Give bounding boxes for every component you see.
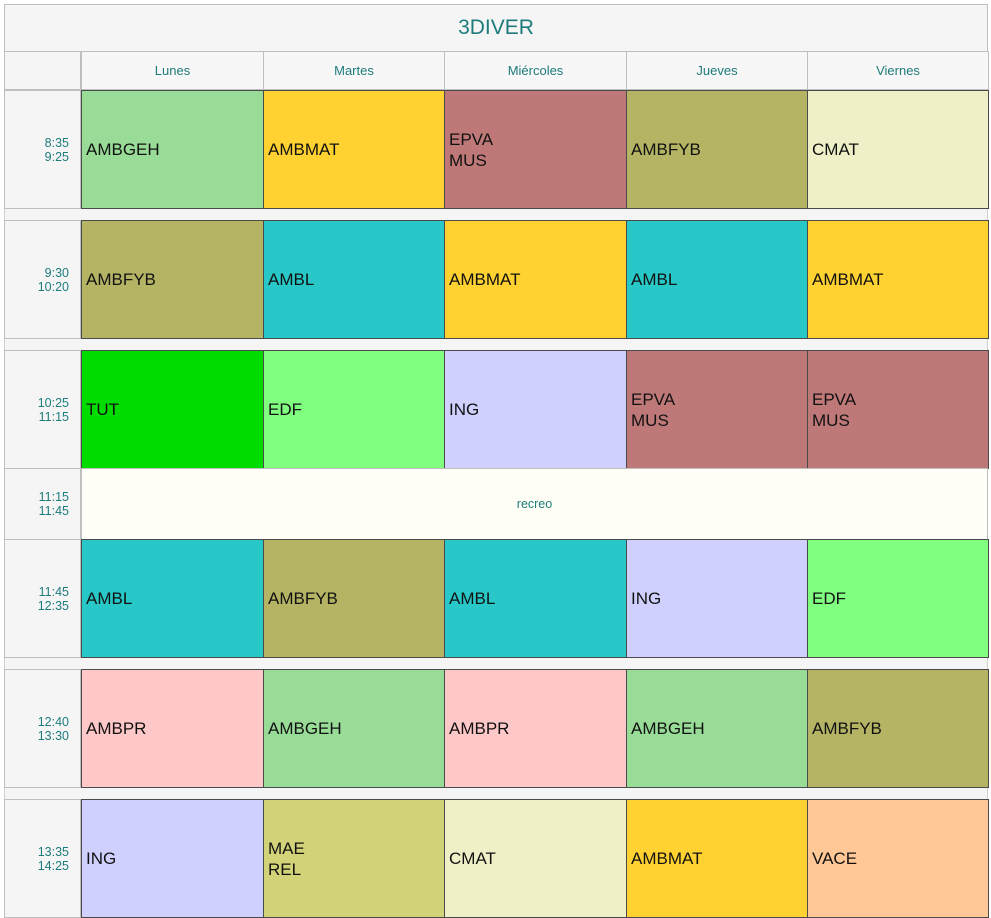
time-end: 11:45 [38, 504, 69, 518]
time-start: 8:35 [44, 135, 69, 150]
time-slot: 11:15 11:45 [4, 468, 81, 540]
day-header-0: Lunes [81, 51, 264, 90]
time-end: 9:25 [44, 149, 69, 164]
day-header-1: Martes [263, 51, 445, 90]
schedule-cell[interactable]: EPVA MUS [626, 350, 808, 469]
schedule-cell[interactable]: EDF [807, 539, 989, 658]
time-start: 12:40 [37, 714, 69, 729]
schedule-cell[interactable]: AMBGEH [81, 90, 264, 209]
subject-label: MUS [449, 150, 487, 170]
subject-label: AMBPR [449, 719, 510, 738]
time-slot: 8:35 9:25 [4, 90, 81, 209]
time-start: 10:25 [37, 395, 69, 410]
schedule-cell[interactable]: AMBL [263, 220, 445, 339]
subject-label: AMBGEH [268, 719, 342, 738]
time-end: 13:30 [37, 728, 69, 743]
schedule-cell[interactable]: TUT [81, 350, 264, 469]
subject-label: AMBL [631, 270, 678, 289]
schedule-cell[interactable]: AMBFYB [81, 220, 264, 339]
subject-label: EPVA [449, 129, 494, 149]
subject-label: EPVA [631, 389, 676, 409]
schedule-cell[interactable]: AMBPR [444, 669, 627, 788]
subject-label: MUS [631, 410, 669, 430]
time-end: 10:20 [37, 279, 69, 294]
schedule-cell[interactable]: VACE [807, 799, 989, 918]
subject-label: AMBMAT [268, 140, 340, 159]
schedule-cell[interactable]: AMBMAT [807, 220, 989, 339]
time-end: 12:35 [37, 598, 69, 613]
subject-label: AMBPR [86, 719, 147, 738]
subject-label: EDF [812, 589, 846, 608]
time-start: 13:35 [37, 844, 69, 859]
time-start: 9:30 [44, 265, 69, 280]
header-corner [4, 51, 81, 90]
schedule-cell[interactable]: ING [626, 539, 808, 658]
time-slot: 10:25 11:15 [4, 350, 81, 469]
subject-label: EPVA [812, 389, 857, 409]
subject-label: ING [86, 849, 117, 868]
break-cell: recreo [81, 468, 988, 540]
subject-label: TUT [86, 400, 120, 419]
schedule-cell[interactable]: CMAT [444, 799, 627, 918]
schedule-cell[interactable]: AMBL [626, 220, 808, 339]
time-start: 11:45 [38, 584, 69, 599]
schedule-cell[interactable]: AMBFYB [626, 90, 808, 209]
schedule-cell[interactable]: AMBGEH [263, 669, 445, 788]
time-start: 11:15 [38, 490, 69, 504]
schedule-cell[interactable]: AMBFYB [807, 669, 989, 788]
time-end: 11:15 [38, 409, 69, 424]
schedule-cell[interactable]: CMAT [807, 90, 989, 209]
schedule-cell[interactable]: ING [444, 350, 627, 469]
subject-label: AMBL [268, 270, 315, 289]
time-slot: 13:35 14:25 [4, 799, 81, 918]
subject-label: AMBFYB [86, 270, 156, 289]
subject-label: AMBFYB [631, 140, 701, 159]
time-end: 14:25 [37, 858, 69, 873]
subject-label: CMAT [449, 849, 496, 868]
schedule-cell[interactable]: AMBFYB [263, 539, 445, 658]
schedule-cell[interactable]: AMBMAT [263, 90, 445, 209]
schedule-cell[interactable]: AMBL [81, 539, 264, 658]
schedule-cell[interactable]: EPVA MUS [444, 90, 627, 209]
subject-label: AMBL [86, 589, 133, 608]
subject-label: AMBMAT [449, 270, 521, 289]
subject-label: AMBFYB [268, 589, 338, 608]
schedule-cell[interactable]: AMBMAT [444, 220, 627, 339]
time-slot: 9:30 10:20 [4, 220, 81, 339]
subject-label: AMBFYB [812, 719, 882, 738]
subject-label: VACE [812, 849, 858, 868]
subject-label: CMAT [812, 140, 859, 159]
subject-label: MAE [268, 838, 305, 858]
subject-label: REL [268, 859, 302, 879]
schedule-cell[interactable]: ING [81, 799, 264, 918]
day-header-4: Viernes [807, 51, 989, 90]
day-header-3: Jueves [626, 51, 808, 90]
subject-label: ING [631, 589, 662, 608]
schedule-cell[interactable]: AMBPR [81, 669, 264, 788]
subject-label: MUS [812, 410, 850, 430]
subject-label: EDF [268, 400, 302, 419]
timetable-title: 3DIVER [4, 4, 988, 52]
schedule-cell[interactable]: MAE REL [263, 799, 445, 918]
subject-label: ING [449, 400, 480, 419]
subject-label: AMBMAT [631, 849, 703, 868]
schedule-cell[interactable]: AMBMAT [626, 799, 808, 918]
subject-label: AMBL [449, 589, 496, 608]
subject-label: AMBGEH [631, 719, 705, 738]
time-slot: 11:45 12:35 [4, 539, 81, 658]
subject-label: AMBGEH [86, 140, 160, 159]
subject-label: AMBMAT [812, 270, 884, 289]
schedule-cell[interactable]: EPVA MUS [807, 350, 989, 469]
schedule-cell[interactable]: EDF [263, 350, 445, 469]
schedule-cell[interactable]: AMBL [444, 539, 627, 658]
time-slot: 12:40 13:30 [4, 669, 81, 788]
day-header-2: Miércoles [444, 51, 627, 90]
schedule-cell[interactable]: AMBGEH [626, 669, 808, 788]
